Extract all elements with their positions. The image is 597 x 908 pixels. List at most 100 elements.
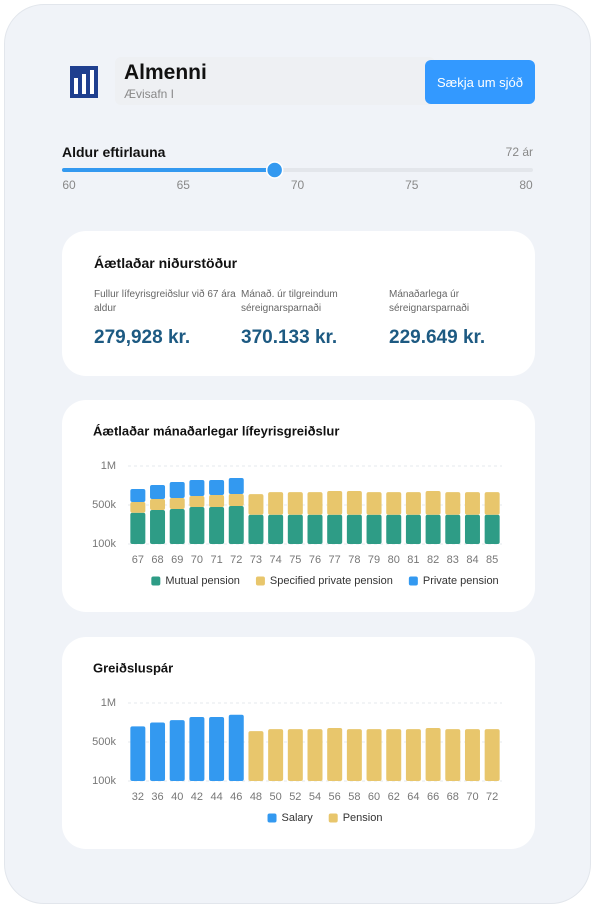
slider-tick-label: 65 — [177, 178, 191, 192]
result-value: 229.649 kr. — [389, 327, 486, 348]
results-card: Áætlaðar niðurstöður Fullur lífeyrisgrei… — [62, 231, 535, 376]
legend-label: Pension — [343, 812, 383, 824]
chart-card: Áætlaðar mánaðarlegar lífeyrisgreiðslur 1… — [62, 400, 535, 612]
bar — [366, 729, 382, 781]
x-tick-label: 36 — [151, 791, 163, 803]
app-subtitle: Ævisafn I — [124, 87, 175, 101]
x-tick-label: 32 — [132, 791, 144, 803]
bar — [169, 481, 185, 498]
legend-label: Mutual pension — [165, 575, 240, 587]
x-tick-label: 66 — [427, 791, 439, 803]
legend-item: Specified private pension — [255, 575, 393, 587]
bar — [386, 729, 402, 781]
bar — [228, 714, 244, 781]
bar — [169, 508, 185, 544]
slider: 60 65 70 75 80 — [62, 161, 533, 192]
bar — [464, 514, 480, 544]
bar — [484, 729, 500, 781]
bar — [189, 717, 205, 781]
slider-tick-label: 75 — [405, 178, 419, 192]
apply-button[interactable]: Sækja um sjóð — [425, 60, 535, 104]
bar — [209, 506, 225, 544]
slider-tick-label: 60 — [62, 178, 76, 192]
bar — [130, 512, 146, 544]
legend-label: Private pension — [423, 575, 499, 587]
bar — [228, 478, 244, 495]
y-tick-label: 100k — [92, 775, 116, 787]
bar — [268, 729, 284, 781]
bar — [445, 514, 461, 544]
bar — [366, 514, 382, 544]
bar — [130, 502, 146, 513]
bar — [209, 717, 225, 781]
slider-tick-label: 70 — [291, 178, 305, 192]
bar — [228, 494, 244, 506]
x-tick-label: 52 — [289, 791, 301, 803]
bar — [307, 492, 323, 515]
slider-thumb[interactable] — [265, 161, 284, 179]
bar — [445, 492, 461, 515]
legend-item: Mutual pension — [151, 575, 240, 587]
legend-swatch — [267, 813, 277, 823]
bar — [189, 480, 205, 497]
chart-title: Greiðsluspár — [93, 660, 173, 675]
x-tick-label: 80 — [388, 554, 400, 566]
bar — [366, 492, 382, 515]
x-tick-label: 73 — [250, 554, 262, 566]
x-tick-label: 67 — [132, 554, 144, 566]
x-tick-label: 76 — [309, 554, 321, 566]
bar — [386, 492, 402, 515]
result-label: Mánað. úr tilgreindum séreignarsparnaði — [241, 289, 338, 314]
x-tick-label: 71 — [210, 554, 222, 566]
x-tick-label: 77 — [329, 554, 341, 566]
legend-label: Salary — [282, 812, 314, 824]
bar — [248, 514, 264, 544]
bar — [189, 496, 205, 507]
legend-item: Salary — [267, 812, 314, 824]
bar — [287, 729, 303, 781]
legend-item: Pension — [328, 812, 383, 824]
x-tick-label: 56 — [329, 791, 341, 803]
slider-label: Aldur eftirlauna — [62, 144, 166, 160]
bar — [405, 514, 421, 544]
bar — [150, 722, 166, 781]
x-tick-label: 70 — [191, 554, 203, 566]
bar — [150, 485, 166, 499]
x-tick-label: 68 — [151, 554, 163, 566]
bar — [307, 514, 323, 544]
bar — [268, 492, 284, 515]
logo-bar — [82, 74, 86, 94]
x-tick-label: 72 — [230, 554, 242, 566]
bar — [169, 497, 185, 509]
header-bar — [115, 57, 435, 105]
app-title: Almenni — [124, 61, 207, 84]
x-tick-label: 44 — [210, 791, 222, 803]
y-tick-label: 1M — [101, 460, 116, 472]
bar — [464, 729, 480, 781]
x-tick-label: 60 — [368, 791, 380, 803]
bar — [248, 731, 264, 781]
x-tick-label: 40 — [171, 791, 183, 803]
y-tick-label: 500k — [92, 499, 116, 511]
bar — [464, 492, 480, 515]
logo-bar — [90, 70, 94, 94]
bar — [386, 514, 402, 544]
legend-swatch — [328, 813, 338, 823]
bar — [268, 514, 284, 544]
x-tick-label: 78 — [348, 554, 360, 566]
slider-value: 72 ár — [505, 145, 533, 159]
x-tick-label: 46 — [230, 791, 242, 803]
legend-label: Specified private pension — [270, 575, 393, 587]
bar — [425, 727, 441, 781]
bar — [346, 490, 362, 515]
x-tick-label: 79 — [368, 554, 380, 566]
x-tick-label: 81 — [407, 554, 419, 566]
x-tick-label: 82 — [427, 554, 439, 566]
result-label: Mánaðarlega úr séreignarsparnaði — [389, 289, 470, 314]
bar — [445, 729, 461, 781]
x-tick-label: 69 — [171, 554, 183, 566]
bar — [484, 492, 500, 515]
bar — [228, 505, 244, 544]
x-tick-label: 75 — [289, 554, 301, 566]
bar — [287, 492, 303, 515]
